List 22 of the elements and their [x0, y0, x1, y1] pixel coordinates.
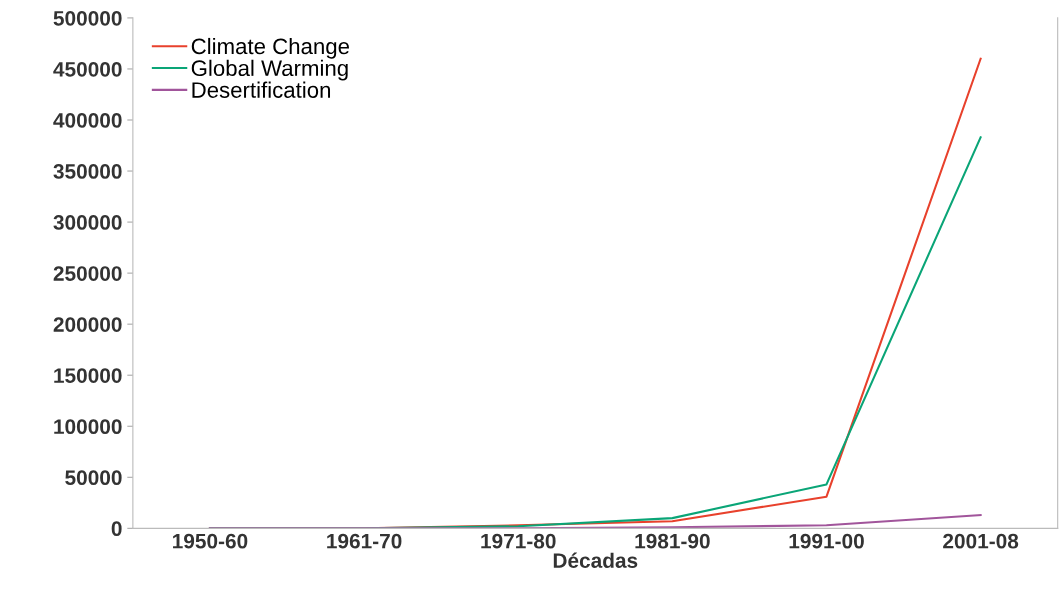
x-tick-label: 2001-08: [943, 533, 1019, 549]
y-tick-label: 500000: [53, 10, 122, 26]
y-tick-label: 300000: [53, 215, 122, 230]
x-tick-label: 1971-80: [481, 533, 556, 549]
x-tick-label: 1991-00: [789, 533, 864, 549]
x-axis-title: Décadas: [553, 552, 638, 568]
y-tick-label: 50000: [65, 470, 122, 486]
legend-label: Desertification: [192, 81, 331, 98]
x-tick-label: 1981-90: [635, 533, 710, 549]
y-tick-label: 0: [111, 521, 122, 537]
y-tick-label: 450000: [53, 61, 122, 77]
legend-label: Global Warming: [191, 59, 348, 81]
x-tick-label: 1961-70: [327, 533, 402, 549]
legend-label: Climate Change: [191, 37, 350, 59]
line-series: [208, 514, 982, 529]
y-tick-label: 100000: [54, 419, 122, 435]
y-tick-label: 400000: [53, 113, 122, 128]
y-tick-label: 250000: [53, 266, 122, 281]
x-tick-label: 1950-60: [173, 533, 248, 549]
y-tick-label: 350000: [53, 164, 122, 179]
y-tick-label: 200000: [53, 317, 122, 332]
y-tick-label: 150000: [54, 368, 122, 383]
